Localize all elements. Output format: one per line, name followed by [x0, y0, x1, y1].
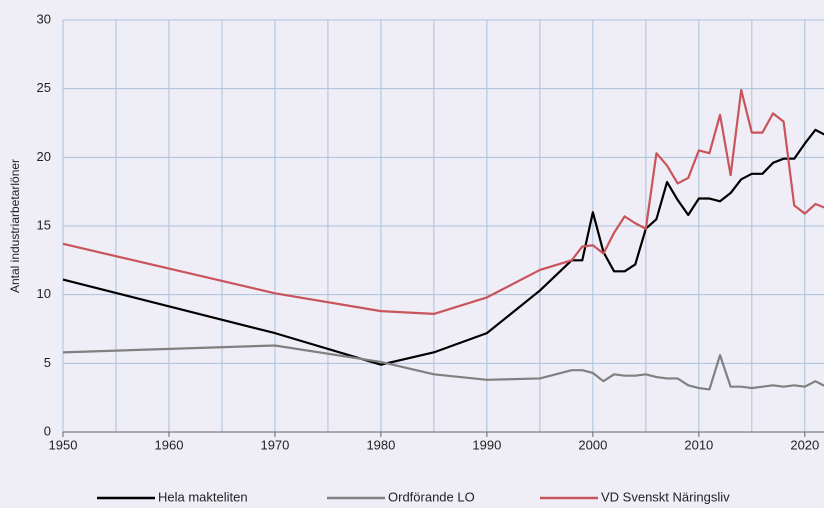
series-line	[62, 128, 824, 366]
x-tick-label: 1970	[260, 437, 289, 452]
legend-label: VD Svenskt Näringsliv	[601, 489, 730, 504]
x-tick-label: 2020	[790, 437, 819, 452]
legend-label: Ordförande LO	[388, 489, 475, 504]
x-tick-label: 2010	[684, 437, 713, 452]
y-axis-label: Antal industriarbetarlöner	[8, 159, 22, 293]
y-tick-label: 15	[37, 217, 51, 232]
legend-label: Hela makteliten	[158, 489, 248, 504]
series-line	[62, 344, 824, 391]
y-tick-label: 25	[37, 80, 51, 95]
series-line	[62, 88, 824, 315]
x-tick-label: 1950	[49, 437, 78, 452]
x-tick-label: 1980	[366, 437, 395, 452]
x-tick-label: 1990	[472, 437, 501, 452]
y-tick-label: 20	[37, 149, 51, 164]
y-tick-label: 30	[37, 11, 51, 26]
x-tick-label: 2000	[578, 437, 607, 452]
x-tick-label: 1960	[155, 437, 184, 452]
y-tick-label: 0	[44, 423, 51, 438]
y-tick-label: 10	[37, 286, 51, 301]
y-tick-label: 5	[44, 355, 51, 370]
